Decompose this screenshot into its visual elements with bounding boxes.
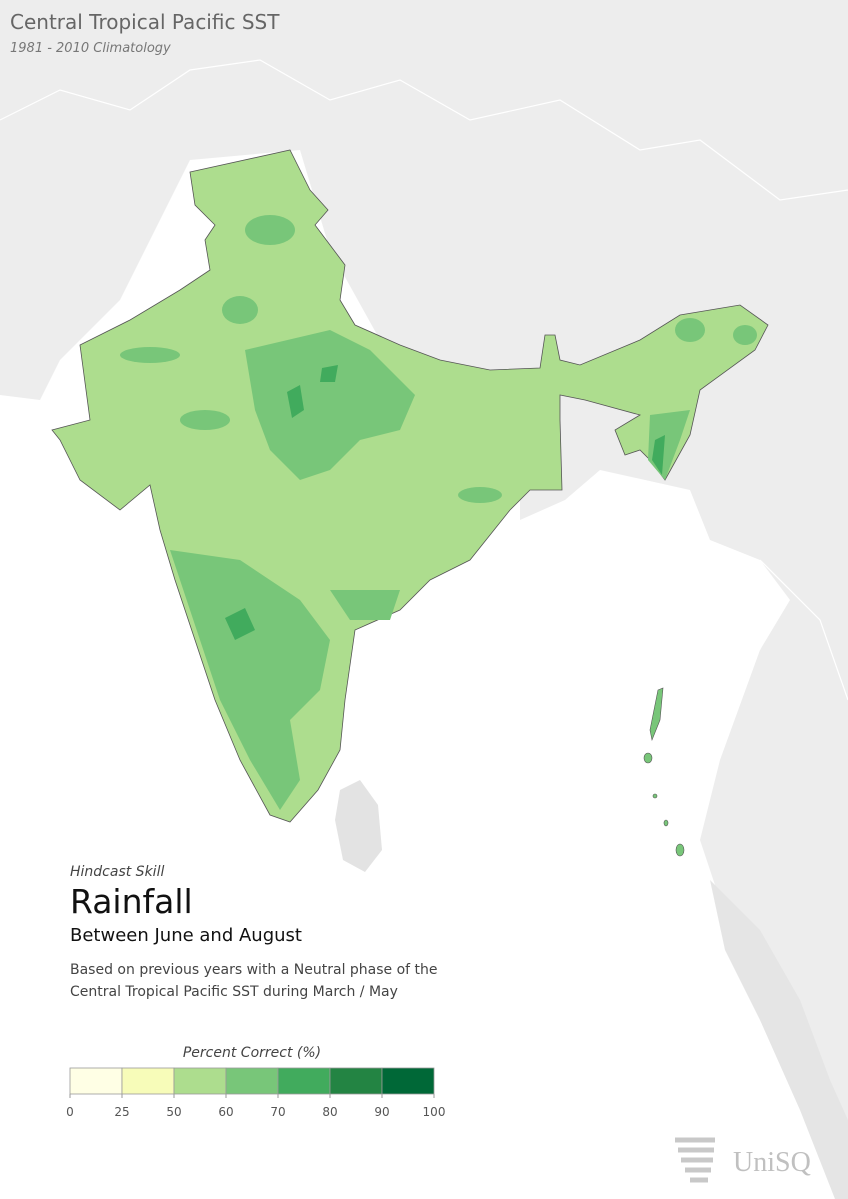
- legend-swatch: [329, 1067, 383, 1095]
- description-line: Based on previous years with a Neutral p…: [70, 962, 438, 978]
- islands: [643, 687, 685, 857]
- legend-swatch: [121, 1067, 175, 1095]
- legend-tick-label: 100: [423, 1105, 446, 1119]
- legend-tick-label: 50: [166, 1105, 181, 1119]
- legend-tick-label: 90: [374, 1105, 389, 1119]
- legend-swatch: [173, 1067, 227, 1095]
- legend-swatch: [381, 1067, 435, 1095]
- period: Between June and August: [70, 925, 302, 946]
- subtitle: 1981 - 2010 Climatology: [10, 41, 171, 56]
- logo-text: UniSQ: [733, 1147, 811, 1178]
- legend-swatch: [225, 1067, 279, 1095]
- legend-tick-label: 0: [66, 1105, 74, 1119]
- legend-swatch: [277, 1067, 331, 1095]
- logo-mark: [675, 1137, 715, 1183]
- borders: [0, 59, 848, 701]
- legend-tick-label: 25: [114, 1105, 129, 1119]
- legend-tick-label: 70: [270, 1105, 285, 1119]
- logo: UniSQ: [675, 1137, 811, 1183]
- sumatra: [710, 880, 848, 1199]
- variable: Rainfall: [70, 882, 193, 921]
- skill-patches: [120, 215, 757, 810]
- title: Central Tropical Pacific SST: [10, 10, 280, 34]
- description-line: Central Tropical Pacific SST during Marc…: [70, 984, 398, 1000]
- legend-tick-label: 60: [218, 1105, 233, 1119]
- kicker: Hindcast Skill: [70, 864, 164, 880]
- legend: Percent Correct (%) 0 25 50 60 70 80 90 100: [66, 1045, 445, 1119]
- legend-swatch: [69, 1067, 123, 1095]
- sri-lanka: [335, 780, 382, 872]
- legend-title: Percent Correct (%): [183, 1045, 321, 1061]
- skill-patches-high: [225, 365, 665, 640]
- legend-tick-label: 80: [322, 1105, 337, 1119]
